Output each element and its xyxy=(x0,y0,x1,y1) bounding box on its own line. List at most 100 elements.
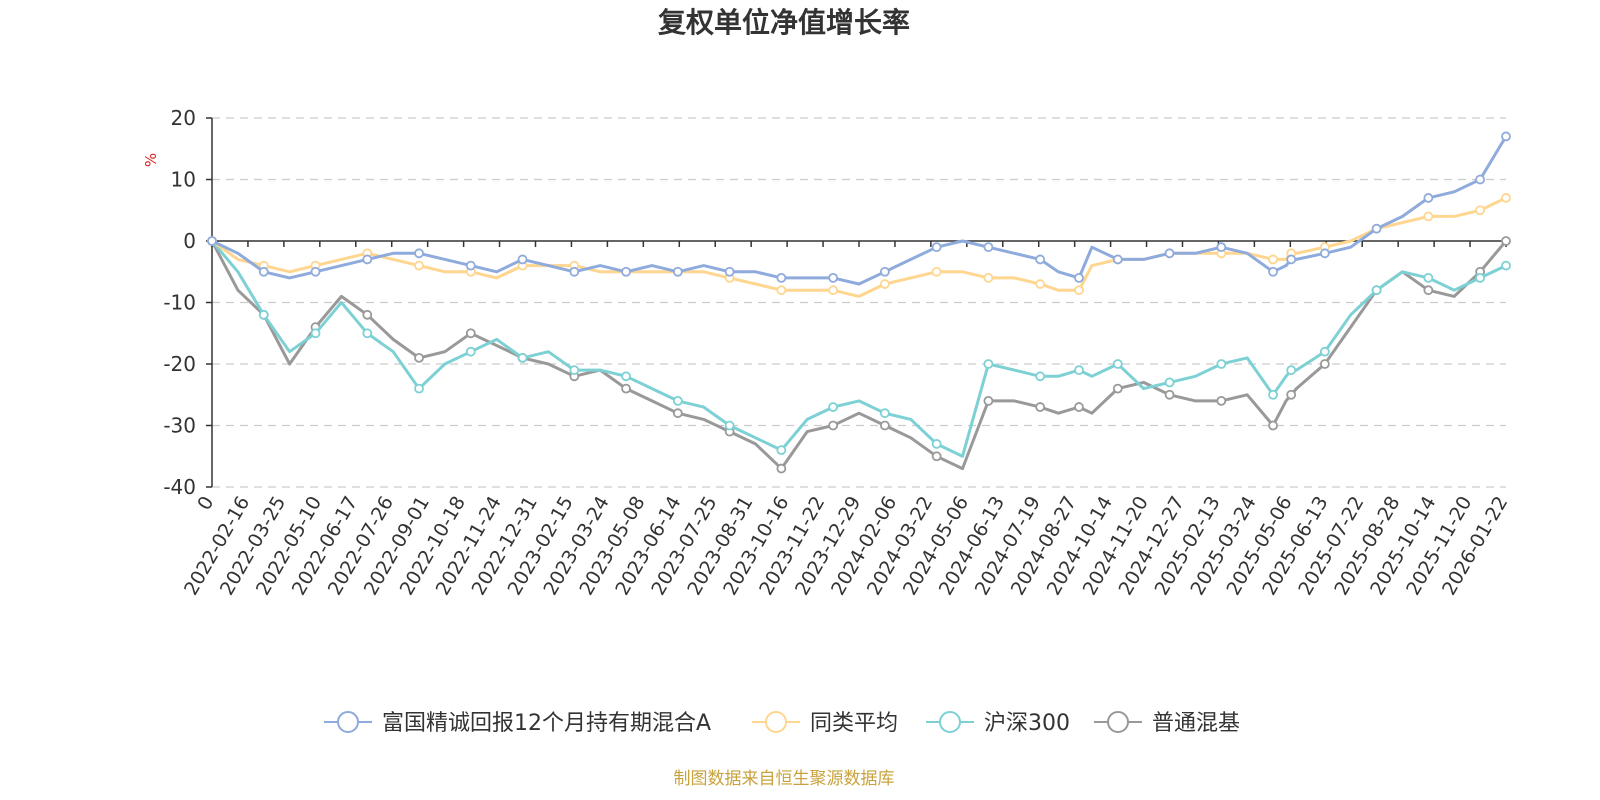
data-point xyxy=(621,371,631,382)
y-tick-label: -30 xyxy=(163,414,196,438)
data-point xyxy=(621,383,631,394)
data-point xyxy=(414,383,424,394)
legend[interactable]: 富国精诚回报12个月持有期混合A 同类平均 沪深300 普通混基 xyxy=(324,711,1240,736)
data-point xyxy=(362,309,373,320)
data-source-note: 制图数据来自恒生聚源数据库 xyxy=(674,769,895,789)
data-point xyxy=(1286,365,1297,376)
data-point xyxy=(1319,346,1330,357)
data-point xyxy=(776,445,787,456)
data-point xyxy=(1112,383,1123,394)
y-tick-label: -40 xyxy=(163,475,196,499)
data-point xyxy=(983,359,994,369)
data-point xyxy=(1112,359,1123,369)
data-point xyxy=(1475,205,1486,216)
y-tick-label: -20 xyxy=(163,352,196,376)
data-point xyxy=(1164,248,1175,259)
series-0 xyxy=(207,131,1511,286)
data-point xyxy=(569,266,580,277)
data-point xyxy=(465,328,476,339)
data-point xyxy=(1371,285,1382,296)
y-tick-label: 20 xyxy=(171,106,196,130)
data-point xyxy=(1423,193,1434,203)
data-point xyxy=(724,420,735,431)
data-point xyxy=(1319,359,1330,369)
y-tick-label: 10 xyxy=(171,168,196,192)
legend-marker xyxy=(765,711,787,733)
data-point xyxy=(724,266,735,277)
data-point xyxy=(362,254,373,265)
data-point xyxy=(517,254,528,265)
data-point xyxy=(1074,402,1084,412)
series-line xyxy=(210,240,1508,471)
data-point xyxy=(828,402,839,412)
data-point xyxy=(931,266,942,277)
data-point xyxy=(1268,420,1278,431)
legend-item-1[interactable]: 同类平均 xyxy=(752,711,898,736)
data-point xyxy=(672,266,683,277)
y-tick-label: -10 xyxy=(163,291,196,315)
legend-marker xyxy=(337,711,359,733)
data-point xyxy=(983,242,994,253)
data-point xyxy=(1074,285,1084,296)
data-point xyxy=(1035,402,1046,412)
data-point xyxy=(258,309,269,320)
data-point xyxy=(672,395,683,406)
legend-marker xyxy=(1107,711,1129,733)
data-point xyxy=(465,346,476,357)
data-point xyxy=(1216,359,1227,369)
data-point xyxy=(1216,395,1227,406)
data-point xyxy=(1035,254,1046,265)
data-point xyxy=(1164,377,1175,388)
y-axis-unit-label: % xyxy=(142,153,160,167)
data-point xyxy=(1074,365,1084,376)
data-point xyxy=(1501,131,1511,142)
chart-title: 复权单位净值增长率 xyxy=(658,6,910,39)
data-point xyxy=(310,266,321,277)
data-point xyxy=(414,260,424,271)
data-point xyxy=(931,439,942,449)
data-point xyxy=(1319,248,1330,259)
data-point xyxy=(1501,193,1511,203)
data-point xyxy=(828,272,839,283)
series-3 xyxy=(207,236,1511,474)
data-point xyxy=(1286,389,1297,400)
x-tick-label: 0 xyxy=(193,493,218,514)
data-point xyxy=(465,260,476,271)
data-point xyxy=(362,328,373,339)
data-point xyxy=(879,408,890,419)
data-point xyxy=(1475,174,1486,185)
data-point xyxy=(1074,272,1084,283)
data-point xyxy=(517,352,528,363)
legend-marker xyxy=(939,711,961,733)
data-point xyxy=(414,352,424,363)
data-point xyxy=(1371,223,1382,234)
data-point xyxy=(931,451,942,462)
data-point xyxy=(1423,272,1434,283)
legend-label: 富国精诚回报12个月持有期混合A xyxy=(382,711,711,736)
data-point xyxy=(258,266,269,277)
data-point xyxy=(569,365,580,376)
legend-item-0[interactable]: 富国精诚回报12个月持有期混合A xyxy=(324,711,711,736)
data-point xyxy=(1423,211,1434,222)
y-tick-label: 0 xyxy=(183,229,196,253)
legend-label: 普通混基 xyxy=(1152,711,1240,736)
data-point xyxy=(1268,254,1278,265)
data-point xyxy=(931,242,942,253)
data-point xyxy=(414,248,424,259)
data-point xyxy=(1268,389,1278,400)
data-point xyxy=(1164,389,1175,400)
data-point xyxy=(1035,371,1046,382)
legend-item-2[interactable]: 沪深300 xyxy=(926,711,1070,736)
data-point xyxy=(776,463,787,474)
data-point xyxy=(1501,260,1511,271)
data-point xyxy=(1423,285,1434,296)
series-layer xyxy=(207,131,1511,474)
data-point xyxy=(828,285,839,296)
data-point xyxy=(310,328,321,339)
legend-item-3[interactable]: 普通混基 xyxy=(1094,711,1240,736)
data-point xyxy=(1475,272,1486,283)
data-point xyxy=(983,395,994,406)
data-point xyxy=(879,266,890,277)
legend-label: 沪深300 xyxy=(984,711,1070,736)
